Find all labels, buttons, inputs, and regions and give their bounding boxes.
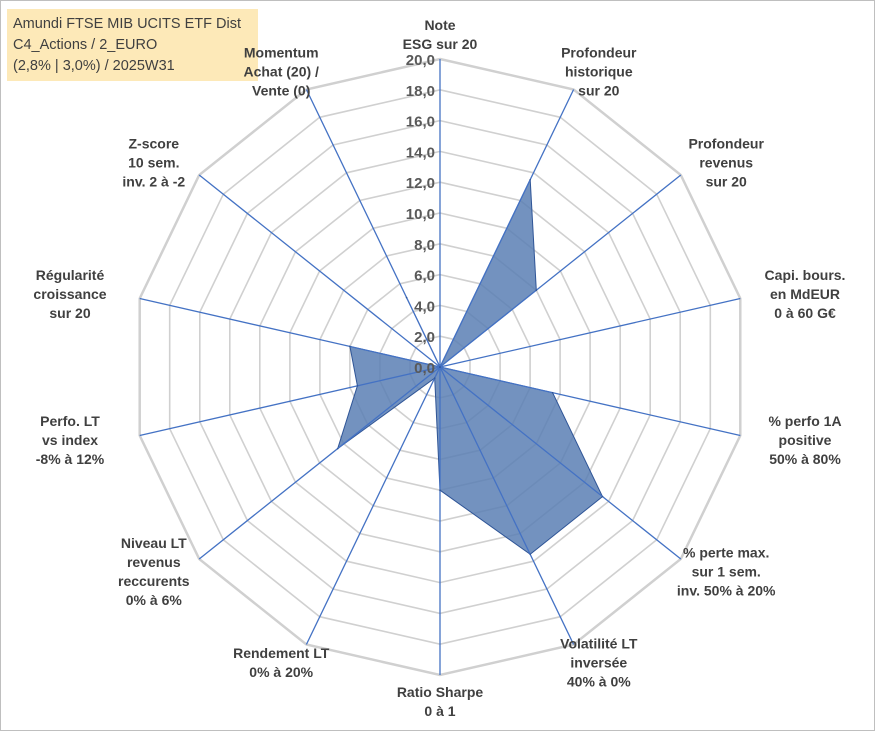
axis-label-4-line-3: 0 à 60 G€ — [774, 305, 836, 321]
axis-label-13: Z-score 10 sem. inv. 2 à -2 — [122, 136, 185, 190]
chart-title-line-2: C4_Actions / 2_EURO — [13, 37, 158, 53]
data-point-11 — [356, 385, 359, 387]
axis-label-5-line-1: % perfo 1A — [768, 413, 841, 429]
tick-label-10: 20,0 — [406, 52, 435, 69]
axis-label-2: Profondeur historique sur 20 — [561, 45, 637, 99]
tick-label-9: 18,0 — [406, 83, 435, 100]
axis-label-13-line-3: inv. 2 à -2 — [122, 174, 185, 190]
axis-label-10: Niveau LT revenus reccurents 0% à 6% — [118, 535, 190, 608]
data-point-3 — [535, 289, 538, 292]
axis-label-9-line-1: Rendement LT — [233, 645, 330, 661]
tick-label-2: 4,0 — [414, 298, 435, 315]
axis-label-5-line-3: 50% à 80% — [769, 451, 841, 467]
axis-label-6-line-2: sur 1 sem. — [692, 564, 761, 580]
data-point-9 — [433, 377, 436, 379]
axis-label-8: Ratio Sharpe 0 à 1 — [397, 684, 484, 719]
axis-label-14-line-1: Momentum — [244, 45, 319, 61]
axis-label-1-line-2: ESG sur 20 — [403, 36, 478, 52]
tick-label-5: 10,0 — [406, 206, 435, 223]
axis-label-3-line-1: Profondeur — [688, 136, 764, 152]
axis-label-11-line-1: Perfo. LT — [40, 413, 100, 429]
axis-label-4-line-2: en MdEUR — [770, 286, 840, 302]
axis-label-8-line-1: Ratio Sharpe — [397, 684, 484, 700]
axis-spoke-6 — [439, 366, 682, 560]
data-point-2 — [529, 178, 531, 181]
axis-label-10-line-3: reccurents — [118, 573, 190, 589]
tick-label-8: 16,0 — [406, 114, 435, 131]
axis-label-3-line-3: sur 20 — [706, 174, 747, 190]
axis-spoke-12 — [139, 297, 441, 368]
axis-spoke-9 — [305, 366, 441, 645]
axis-label-5-line-2: positive — [779, 432, 832, 448]
axis-spoke-2 — [439, 89, 575, 368]
axis-label-4-line-1: Capi. bours. — [765, 267, 846, 283]
axis-label-6-line-3: inv. 50% à 20% — [677, 583, 776, 599]
axis-label-14: Momentum Achat (20) / Vente (0) — [243, 45, 319, 99]
axis-spoke-10 — [198, 366, 441, 560]
tick-label-4: 8,0 — [414, 237, 435, 254]
axis-label-11: Perfo. LT vs index -8% à 12% — [36, 413, 105, 467]
axis-label-6-line-1: % perte max. — [683, 545, 769, 561]
axis-label-10-line-1: Niveau LT — [121, 535, 187, 551]
axis-label-13-line-1: Z-score — [129, 136, 180, 152]
axis-label-12-line-2: croissance — [33, 286, 106, 302]
tick-label-0: 0,0 — [414, 360, 435, 377]
axis-label-5: % perfo 1A positive 50% à 80% — [768, 413, 841, 467]
axis-label-2-line-2: historique — [565, 64, 633, 80]
tick-label-7: 14,0 — [406, 144, 435, 161]
axis-label-11-line-2: vs index — [42, 432, 98, 448]
chart-title-line-1: Amundi FTSE MIB UCITS ETF Dist — [13, 16, 241, 32]
axis-label-2-line-1: Profondeur — [561, 45, 637, 61]
axis-spoke-7 — [439, 366, 575, 645]
axis-label-14-line-3: Vente (0) — [252, 83, 310, 99]
axis-label-12-line-3: sur 20 — [49, 305, 90, 321]
axis-label-10-line-4: 0% à 6% — [126, 592, 183, 608]
data-point-10 — [336, 447, 339, 450]
axis-label-2-line-3: sur 20 — [578, 83, 619, 99]
axis-label-8-line-2: 0 à 1 — [424, 703, 455, 719]
data-point-5 — [551, 391, 554, 394]
axis-spoke-4 — [439, 297, 741, 368]
axis-label-7-line-3: 40% à 0% — [567, 674, 631, 690]
axis-label-7: Volatilité LT inversée 40% à 0% — [560, 636, 638, 690]
chart-title-line-3: (2,8% | 3,0%) / 2025W31 — [13, 58, 175, 74]
axis-label-6: % perte max. sur 1 sem. inv. 50% à 20% — [677, 545, 776, 599]
axis-spoke-14 — [305, 89, 441, 368]
axis-label-1: Note ESG sur 20 — [403, 17, 478, 52]
axis-label-9: Rendement LT 0% à 20% — [233, 645, 330, 680]
axis-label-9-line-2: 0% à 20% — [249, 664, 313, 680]
axis-label-7-line-1: Volatilité LT — [560, 636, 638, 652]
axis-label-13-line-2: 10 sem. — [128, 155, 179, 171]
axis-label-11-line-3: -8% à 12% — [36, 451, 105, 467]
data-point-6 — [601, 495, 604, 498]
axis-spoke-3 — [439, 174, 682, 368]
axis-label-10-line-2: revenus — [127, 554, 181, 570]
axis-label-4: Capi. bours. en MdEUR 0 à 60 G€ — [765, 267, 846, 321]
chart-title-box: Amundi FTSE MIB UCITS ETF Dist C4_Action… — [7, 9, 258, 81]
axis-label-12-line-1: Régularité — [36, 267, 105, 283]
axis-label-12: Régularité croissance sur 20 — [33, 267, 106, 321]
data-point-12 — [349, 345, 351, 348]
axis-spoke-11 — [139, 366, 441, 437]
axis-spoke-5 — [439, 366, 741, 437]
data-point-13 — [439, 366, 441, 368]
data-point-14 — [405, 296, 408, 299]
data-point-7 — [529, 553, 531, 556]
tick-label-6: 12,0 — [406, 175, 435, 192]
axis-label-3: Profondeur revenus sur 20 — [688, 136, 764, 190]
axis-spoke-13 — [198, 174, 441, 368]
axis-label-3-line-2: revenus — [699, 155, 753, 171]
tick-label-3: 6,0 — [414, 268, 435, 285]
axis-label-7-line-2: inversée — [570, 655, 627, 671]
tick-label-1: 2,0 — [414, 329, 435, 346]
data-point-8 — [439, 489, 441, 492]
axis-label-14-line-2: Achat (20) / — [243, 64, 319, 80]
axis-label-1-line-1: Note — [424, 17, 455, 33]
